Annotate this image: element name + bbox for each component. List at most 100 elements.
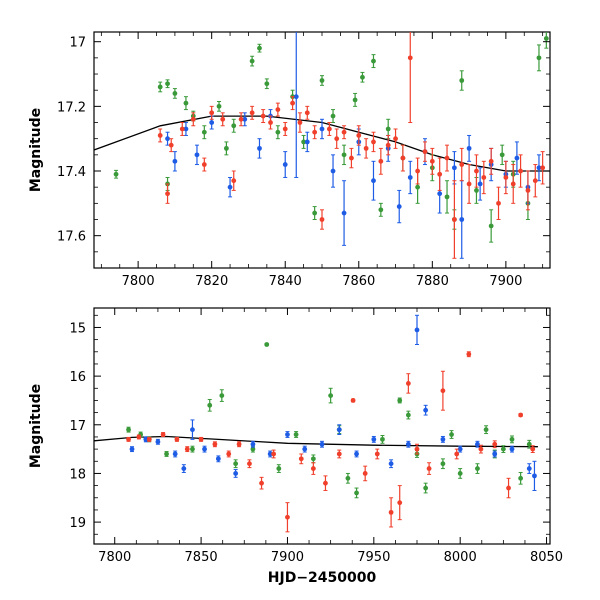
x-tick-label: 7820	[195, 274, 228, 289]
series-3	[157, 32, 546, 259]
data-point	[157, 128, 163, 143]
y-tick-label: 17.6	[57, 230, 86, 245]
data-point	[275, 125, 281, 140]
data-point	[396, 189, 402, 224]
data-point	[190, 445, 195, 453]
data-point	[440, 435, 446, 443]
data-point	[509, 445, 515, 453]
data-point	[276, 464, 282, 473]
data-point	[260, 109, 266, 124]
data-point	[249, 55, 255, 67]
data-point	[293, 32, 299, 178]
data-point	[275, 102, 281, 117]
data-point	[437, 157, 443, 191]
data-point	[174, 436, 180, 442]
x-tick-label: 7950	[357, 550, 390, 565]
data-point	[509, 435, 515, 444]
data-point	[326, 122, 332, 136]
data-point	[492, 440, 498, 449]
data-point	[405, 373, 411, 394]
data-point	[415, 157, 421, 185]
data-point	[330, 109, 336, 124]
data-point	[242, 112, 248, 127]
data-point	[264, 78, 270, 90]
data-point	[483, 425, 489, 435]
data-point	[459, 70, 465, 91]
data-point	[212, 441, 218, 448]
x-tick-label: 7880	[416, 274, 449, 289]
data-point	[285, 502, 290, 533]
data-point	[201, 125, 207, 140]
data-point	[540, 151, 546, 185]
data-point	[341, 180, 347, 246]
bottom-y-axis-label: Magnitude	[28, 384, 44, 468]
data-point	[319, 75, 325, 86]
data-point	[165, 79, 170, 89]
data-point	[312, 125, 318, 140]
data-point	[304, 105, 310, 120]
data-point	[264, 342, 270, 347]
data-point	[341, 144, 347, 166]
data-point	[397, 397, 403, 404]
data-point	[157, 81, 163, 93]
data-point	[209, 105, 215, 120]
data-point	[126, 426, 131, 433]
data-point	[220, 112, 226, 127]
data-point	[407, 160, 413, 195]
data-point	[526, 439, 532, 449]
data-point	[282, 122, 288, 136]
data-point	[349, 147, 354, 169]
data-point	[231, 118, 237, 133]
data-point	[336, 424, 342, 436]
data-point	[319, 440, 325, 448]
data-point	[530, 445, 536, 454]
data-point	[129, 446, 135, 453]
y-tick-label: 16	[69, 370, 86, 385]
data-point	[330, 154, 336, 188]
data-point	[488, 209, 494, 243]
data-point	[407, 32, 413, 124]
data-point	[207, 398, 213, 412]
data-point	[475, 463, 480, 474]
data-point	[226, 450, 232, 458]
data-point	[388, 497, 394, 528]
data-point	[488, 147, 494, 175]
data-point	[146, 436, 152, 442]
x-tick-label: 7850	[185, 550, 218, 565]
data-point	[223, 141, 229, 156]
bottom-x-axis-label: HJD−2450000	[268, 570, 377, 586]
data-point	[451, 151, 457, 185]
data-point	[444, 180, 450, 214]
data-point	[247, 459, 252, 469]
data-point	[257, 43, 262, 53]
data-point	[165, 183, 170, 204]
x-tick-label: 7860	[342, 274, 375, 289]
data-point	[503, 160, 509, 195]
data-point	[459, 147, 465, 182]
data-point	[423, 404, 429, 416]
data-point	[499, 144, 505, 166]
data-point	[474, 154, 479, 188]
data-point	[345, 472, 351, 484]
data-point	[183, 96, 189, 111]
top-plot-frame	[93, 31, 551, 269]
data-point	[319, 209, 325, 230]
data-point	[233, 459, 239, 469]
data-point	[267, 450, 273, 458]
data-point	[414, 443, 420, 455]
data-point	[216, 101, 222, 112]
data-point	[363, 138, 369, 159]
y-tick-label: 18	[69, 467, 86, 482]
data-point	[429, 147, 435, 175]
data-point	[179, 122, 185, 136]
x-tick-label: 7900	[489, 274, 522, 289]
data-point	[304, 131, 310, 153]
data-point	[209, 115, 215, 130]
data-point	[400, 144, 406, 172]
data-point	[194, 144, 200, 166]
data-point	[328, 387, 334, 404]
bottom-plot-frame	[93, 307, 551, 545]
x-tick-label: 8050	[530, 550, 563, 565]
data-point	[312, 206, 318, 221]
top-panel: 7800 7820 7840 7860 7880 7900 17 17.2 17.4 17.6 M…	[28, 31, 551, 289]
